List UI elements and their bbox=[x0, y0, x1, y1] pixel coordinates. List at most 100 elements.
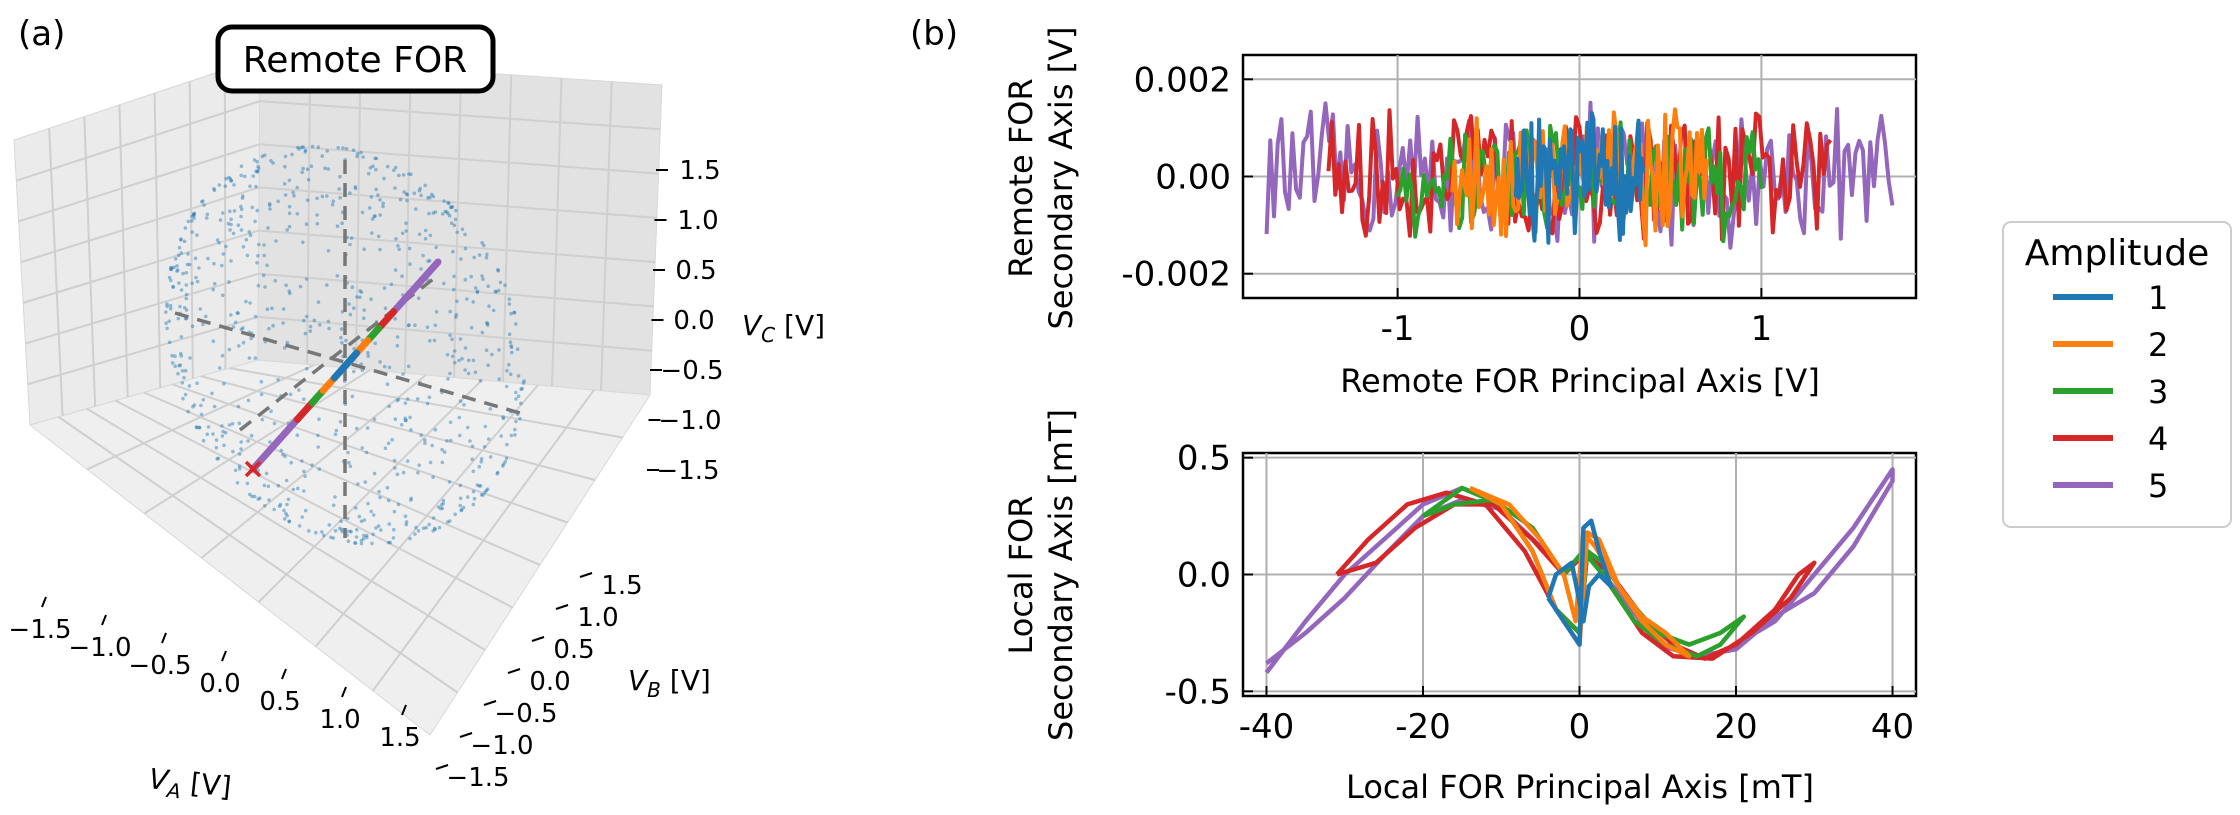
cloud-point bbox=[255, 208, 260, 213]
cloud-point bbox=[454, 315, 458, 319]
cloud-point bbox=[191, 213, 196, 217]
cloud-point bbox=[183, 305, 187, 310]
cloud-point bbox=[400, 231, 405, 236]
cloud-point bbox=[382, 286, 387, 290]
cloud-point bbox=[295, 433, 300, 438]
cloud-point bbox=[440, 460, 445, 465]
cloud-point bbox=[237, 464, 242, 469]
cloud-point bbox=[392, 527, 396, 532]
cloud-point bbox=[490, 352, 494, 357]
cloud-point bbox=[414, 525, 418, 530]
cloud-point bbox=[365, 535, 369, 540]
cloud-point bbox=[190, 281, 194, 286]
cloud-point bbox=[426, 259, 430, 263]
xtick-label: −1.0 bbox=[68, 633, 131, 663]
cloud-point bbox=[362, 533, 366, 538]
cloud-point bbox=[212, 281, 217, 286]
grid-line-3d bbox=[258, 229, 656, 264]
cloud-point bbox=[509, 311, 513, 316]
cloud-point bbox=[344, 147, 349, 151]
cloud-point bbox=[501, 416, 506, 421]
cloud-point bbox=[449, 205, 454, 210]
cloud-point bbox=[283, 454, 287, 459]
cloud-point bbox=[374, 187, 379, 192]
cloud-point bbox=[423, 441, 427, 446]
panel-a-3d-plot: 1.51.00.50.0−0.5−1.0−1.5−1.5−1.0−0.50.00… bbox=[8, 24, 825, 804]
cloud-point bbox=[303, 508, 308, 513]
grid-line-3d bbox=[86, 407, 486, 651]
cloud-point bbox=[400, 274, 404, 279]
cloud-point bbox=[371, 164, 375, 168]
grid-line-3d bbox=[153, 93, 162, 388]
cloud-point bbox=[482, 243, 486, 248]
cloud-point bbox=[248, 233, 253, 237]
cloud-point bbox=[211, 339, 216, 344]
cloud-point bbox=[229, 178, 234, 183]
cloud-point bbox=[276, 199, 280, 204]
cloud-point bbox=[405, 192, 410, 197]
cloud-point bbox=[518, 416, 522, 421]
cloud-point bbox=[515, 347, 520, 352]
cloud-point bbox=[220, 424, 224, 428]
cloud-point bbox=[372, 417, 377, 422]
cloud-point bbox=[346, 539, 351, 543]
cloud-point bbox=[246, 439, 250, 443]
cloud-point bbox=[301, 166, 305, 171]
cloud-point bbox=[393, 268, 398, 272]
cloud-point bbox=[248, 492, 252, 497]
cloud-point bbox=[348, 191, 352, 195]
cloud-point bbox=[382, 176, 386, 181]
cloud-point bbox=[336, 146, 341, 150]
point-cloud bbox=[164, 144, 526, 546]
cloud-point bbox=[393, 317, 398, 321]
cloud-point bbox=[497, 377, 502, 381]
cloud-point bbox=[337, 526, 342, 531]
cloud-point bbox=[355, 295, 359, 299]
cloud-point bbox=[392, 509, 397, 514]
cloud-point bbox=[310, 463, 314, 468]
cloud-point bbox=[190, 230, 194, 234]
xtick-label: 40 bbox=[1871, 707, 1914, 747]
grid-line-3d bbox=[83, 116, 97, 407]
cloud-point bbox=[433, 527, 438, 532]
cloud-point bbox=[338, 196, 343, 200]
top-series-1 bbox=[1513, 111, 1646, 245]
cloud-point bbox=[214, 438, 219, 442]
cloud-point bbox=[453, 512, 458, 517]
cloud-point bbox=[513, 433, 517, 437]
cloud-point bbox=[252, 158, 257, 162]
cloud-point bbox=[440, 447, 444, 452]
cloud-point bbox=[212, 188, 217, 192]
cloud-point bbox=[282, 346, 287, 350]
grid-line-3d bbox=[172, 383, 568, 524]
cloud-point bbox=[231, 231, 236, 236]
cloud-point bbox=[391, 536, 396, 540]
cloud-point bbox=[488, 455, 493, 459]
cloud-point bbox=[421, 253, 425, 258]
ytick-label: -0.5 bbox=[1165, 672, 1231, 712]
cloud-point bbox=[378, 360, 382, 364]
cloud-point bbox=[408, 262, 412, 267]
ytick-label: −1.0 bbox=[470, 731, 533, 761]
cloud-point bbox=[365, 426, 370, 430]
cloud-point bbox=[269, 159, 273, 163]
cloud-point bbox=[250, 494, 254, 499]
cloud-point bbox=[401, 372, 405, 376]
legend-label-2: 2 bbox=[2148, 326, 2168, 364]
cloud-point bbox=[405, 397, 410, 401]
cloud-point bbox=[195, 233, 199, 237]
cloud-point bbox=[352, 346, 356, 351]
cloud-point bbox=[291, 190, 295, 195]
cloud-point bbox=[475, 483, 480, 487]
cloud-point bbox=[403, 416, 408, 421]
cloud-point bbox=[256, 283, 261, 288]
cloud-point bbox=[496, 268, 501, 273]
cloud-point bbox=[458, 503, 463, 508]
cloud-point bbox=[329, 535, 333, 540]
cloud-point bbox=[437, 525, 442, 530]
cloud-point bbox=[386, 441, 391, 446]
cloud-point bbox=[185, 262, 190, 267]
cloud-point bbox=[333, 432, 338, 437]
cloud-point bbox=[227, 347, 232, 352]
cloud-point bbox=[263, 285, 267, 289]
